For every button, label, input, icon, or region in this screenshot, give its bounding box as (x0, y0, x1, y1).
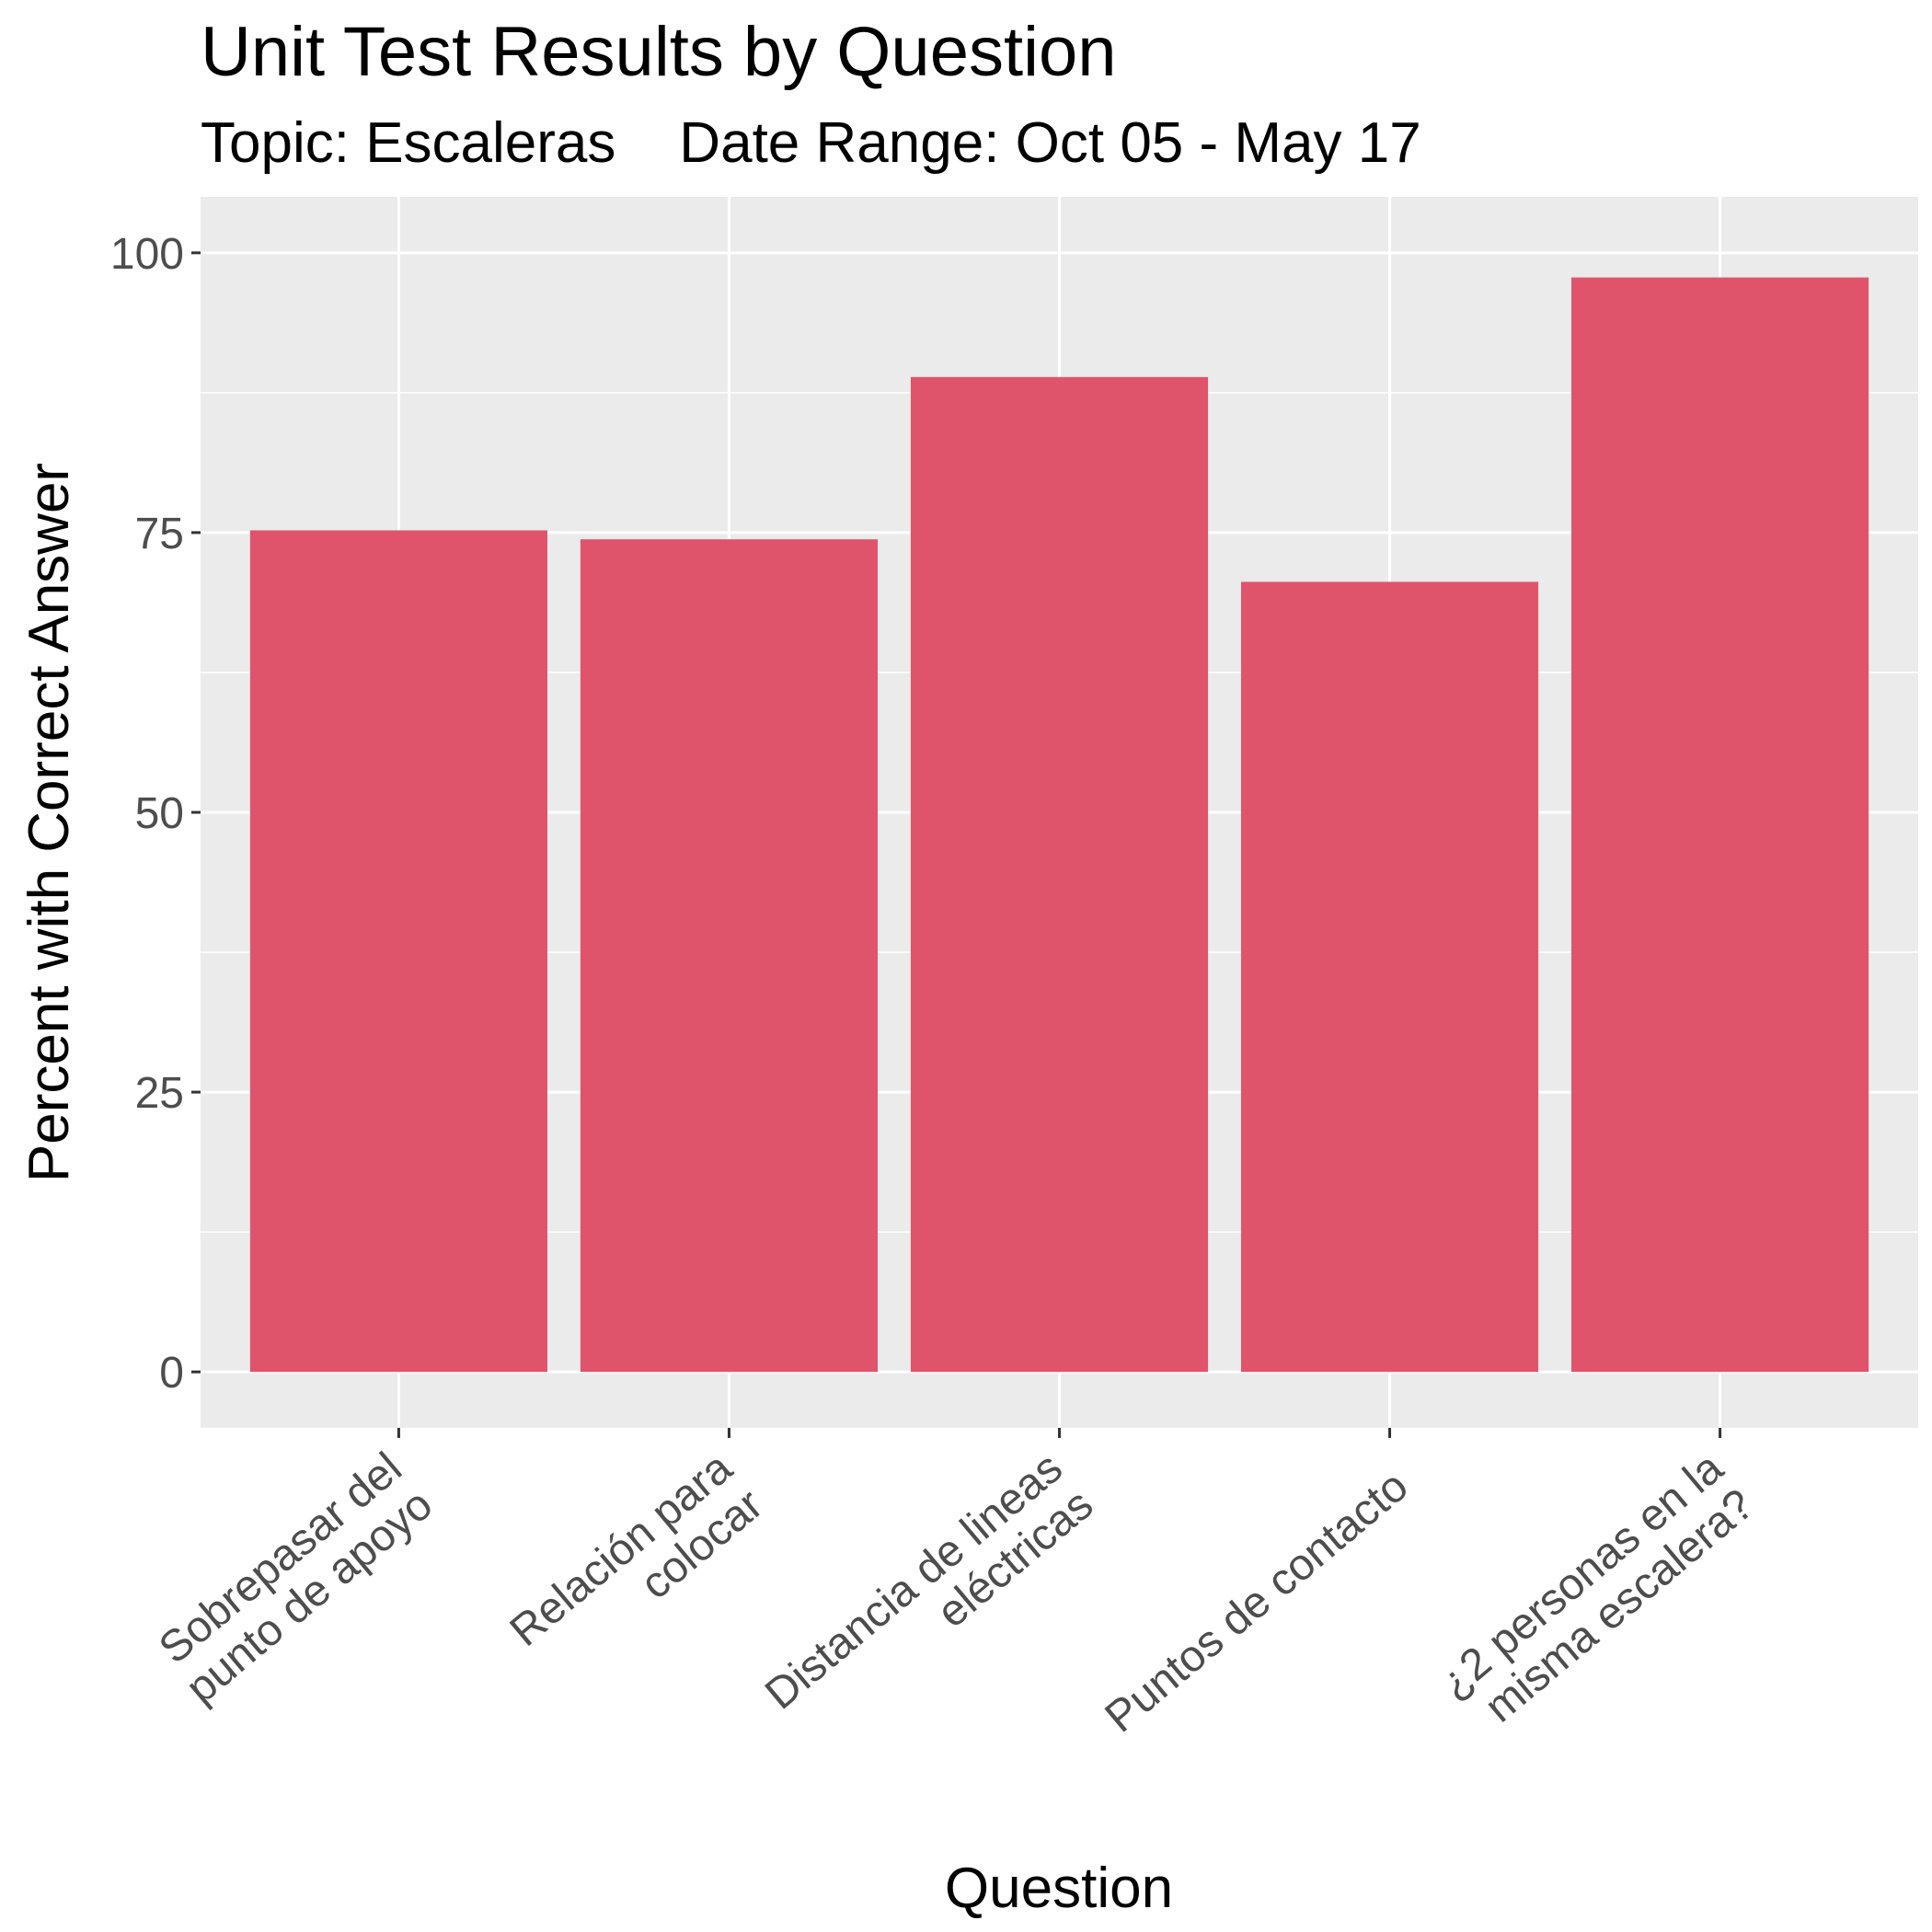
bar (580, 539, 879, 1373)
bar (1240, 581, 1539, 1373)
x-tick-label-line: Puntos de contacto (1097, 1462, 1418, 1742)
y-tick-label: 25 (135, 1069, 184, 1118)
bar (249, 530, 547, 1373)
y-tick-label: 0 (159, 1349, 184, 1397)
x-tick-label: Distancia de lineaseléctricas (756, 1443, 1102, 1755)
x-tick-label: Sobrepasar delpunto de apoyo (146, 1443, 442, 1713)
y-tick-label: 75 (135, 510, 184, 558)
y-tick-label: 50 (135, 789, 184, 838)
x-tick-label: Relación paracolocar (501, 1443, 773, 1693)
bars (249, 277, 1869, 1373)
y-axis-title: Percent with Correct Answer (17, 463, 81, 1182)
x-tick-label: Puntos de contacto (1097, 1462, 1418, 1742)
x-axis: Sobrepasar delpunto de apoyo Relación par… (146, 1428, 1763, 1755)
chart-title: Unit Test Results by Question (201, 13, 1117, 91)
chart-subtitle: Topic: Escaleras Date Range: Oct 05 - Ma… (201, 111, 1421, 175)
y-axis: 0 25 50 75 100 (110, 230, 201, 1397)
bar (910, 376, 1209, 1373)
bar (1571, 277, 1869, 1373)
x-axis-title: Question (945, 1857, 1173, 1920)
y-tick-label: 100 (110, 230, 184, 279)
x-tick-label: ¿2 personas en lamisma escalera? (1430, 1443, 1763, 1745)
